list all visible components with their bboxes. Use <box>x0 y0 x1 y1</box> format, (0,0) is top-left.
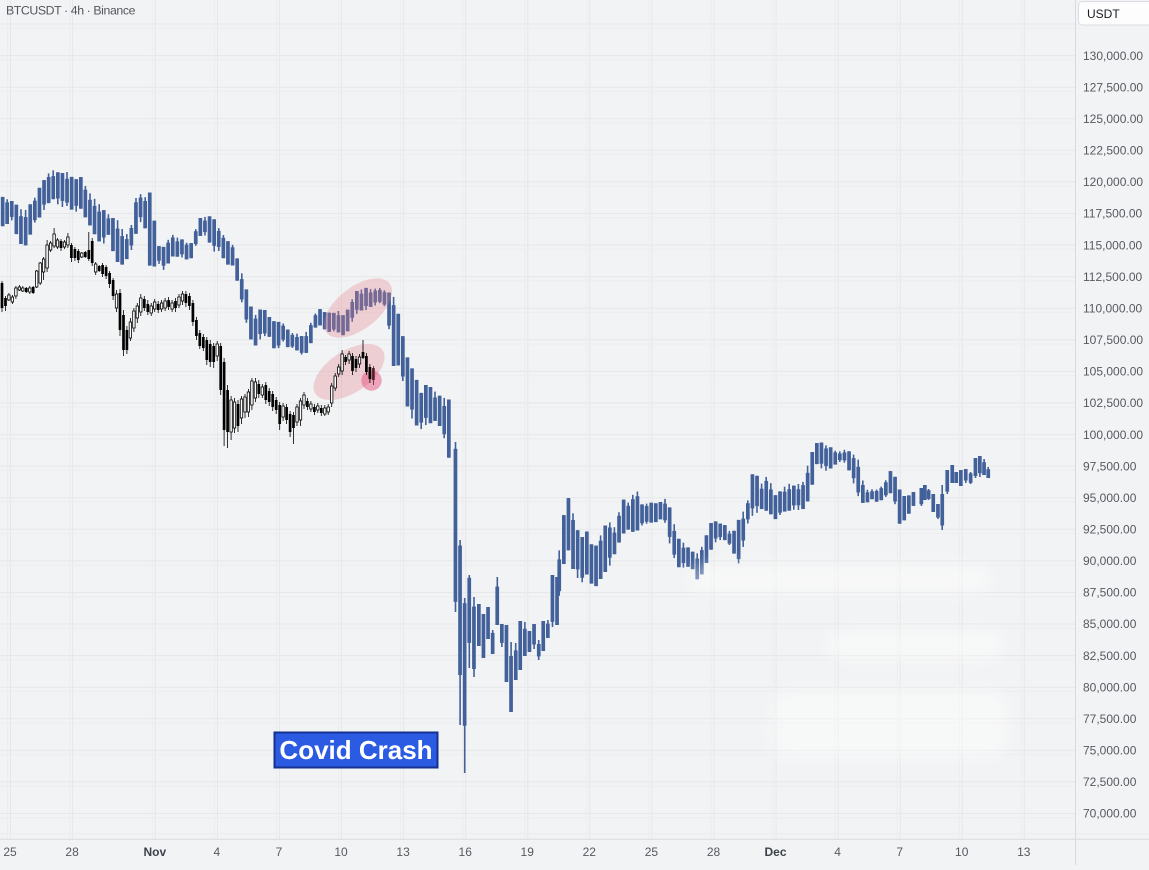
svg-text:13: 13 <box>1017 845 1031 859</box>
svg-text:82,500.00: 82,500.00 <box>1083 649 1137 663</box>
svg-text:10: 10 <box>334 845 348 859</box>
svg-text:122,500.00: 122,500.00 <box>1083 144 1143 158</box>
svg-text:112,500.00: 112,500.00 <box>1083 270 1142 284</box>
svg-text:125,000.00: 125,000.00 <box>1083 112 1143 126</box>
svg-text:77,500.00: 77,500.00 <box>1083 712 1137 726</box>
svg-text:92,500.00: 92,500.00 <box>1083 523 1137 537</box>
svg-text:105,000.00: 105,000.00 <box>1083 365 1143 379</box>
svg-text:110,000.00: 110,000.00 <box>1083 301 1142 315</box>
svg-text:13: 13 <box>396 845 410 859</box>
svg-text:127,500.00: 127,500.00 <box>1083 80 1143 94</box>
svg-text:4: 4 <box>834 845 841 859</box>
svg-text:75,000.00: 75,000.00 <box>1083 744 1137 758</box>
svg-text:25: 25 <box>3 845 17 859</box>
svg-text:115,000.00: 115,000.00 <box>1083 238 1142 252</box>
svg-text:72,500.00: 72,500.00 <box>1083 775 1137 789</box>
svg-text:85,000.00: 85,000.00 <box>1083 617 1137 631</box>
svg-text:100,000.00: 100,000.00 <box>1083 428 1143 442</box>
svg-text:28: 28 <box>707 845 721 859</box>
svg-text:80,000.00: 80,000.00 <box>1083 680 1137 694</box>
svg-text:Dec: Dec <box>764 845 786 859</box>
svg-text:117,500.00: 117,500.00 <box>1083 207 1142 221</box>
svg-text:USDT: USDT <box>1087 7 1120 21</box>
svg-text:16: 16 <box>459 845 473 859</box>
svg-text:87,500.00: 87,500.00 <box>1083 586 1137 600</box>
svg-text:95,000.00: 95,000.00 <box>1083 491 1137 505</box>
svg-text:25: 25 <box>645 845 659 859</box>
svg-text:90,000.00: 90,000.00 <box>1083 554 1137 568</box>
svg-text:7: 7 <box>276 845 283 859</box>
svg-text:120,000.00: 120,000.00 <box>1083 175 1143 189</box>
svg-text:Nov: Nov <box>143 845 166 859</box>
svg-text:Covid Crash: Covid Crash <box>279 735 432 765</box>
svg-text:22: 22 <box>583 845 597 859</box>
svg-text:BTCUSDT · 4h · Binance: BTCUSDT · 4h · Binance <box>6 4 136 18</box>
svg-text:130,000.00: 130,000.00 <box>1083 49 1143 63</box>
svg-text:10: 10 <box>955 845 969 859</box>
svg-text:4: 4 <box>214 845 221 859</box>
svg-text:70,000.00: 70,000.00 <box>1083 807 1137 821</box>
svg-text:102,500.00: 102,500.00 <box>1083 396 1143 410</box>
svg-text:28: 28 <box>65 845 79 859</box>
svg-text:97,500.00: 97,500.00 <box>1083 459 1137 473</box>
svg-text:7: 7 <box>896 845 903 859</box>
svg-text:19: 19 <box>521 845 535 859</box>
svg-text:107,500.00: 107,500.00 <box>1083 333 1143 347</box>
